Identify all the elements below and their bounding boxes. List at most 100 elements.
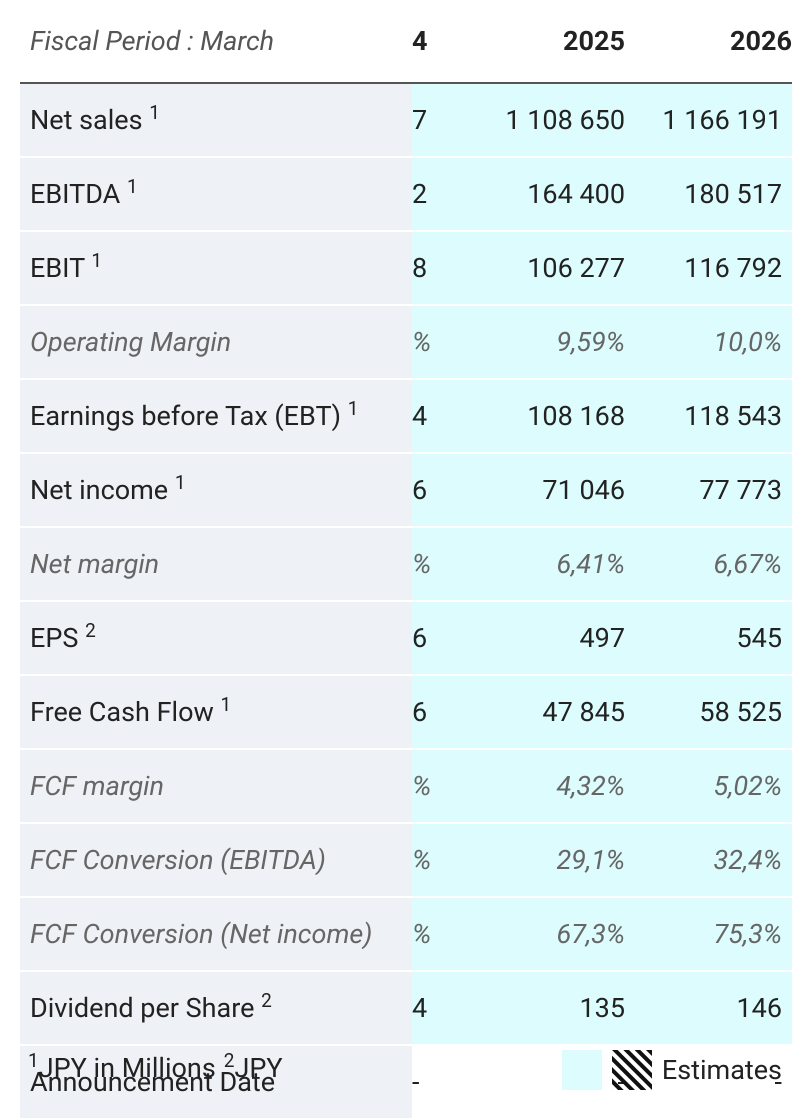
footnote-ref: 2 — [261, 989, 272, 1012]
footnote-ref: 1 — [347, 397, 359, 420]
label-text: EBITDA — [30, 178, 121, 210]
label-text: FCF Conversion (EBITDA) — [30, 844, 326, 876]
footnote-ref: 2 — [85, 619, 96, 642]
cell: 118 543 — [625, 379, 792, 454]
cell: 106 277 — [432, 231, 625, 306]
footnote-ref: 1 — [149, 101, 160, 124]
header-cell: 2026 — [625, 0, 792, 84]
label-text: Earnings before Tax (EBT) — [30, 400, 341, 432]
cell: 9,59% — [432, 305, 625, 380]
cell: 77 773 — [625, 453, 792, 528]
header-cell: Fiscal Period : March — [20, 0, 412, 84]
cell: 4,32% — [432, 749, 625, 824]
row-label: FCF margin — [20, 749, 412, 824]
footnote-mark: 1 — [28, 1049, 39, 1072]
cell: 6 — [412, 601, 432, 676]
footnote-ref: 1 — [127, 175, 138, 198]
footnote-text: JPY in Millions — [38, 1052, 216, 1084]
row-label: FCF Conversion (EBITDA) — [20, 823, 412, 898]
row: Announcement Date--- — [20, 1045, 792, 1120]
table: Fiscal Period : March 4 2025 2026 Net sales… — [20, 0, 792, 1120]
row-label: EBIT 1 — [20, 231, 412, 306]
footnote-ref: 1 — [220, 693, 232, 716]
footnote-ref: 1 — [174, 471, 186, 494]
row: Earnings before Tax (EBT) 1 4 108 168 118 5… — [20, 379, 792, 454]
row: FCF Conversion (EBITDA)% 29,1% 32,4% — [20, 823, 792, 898]
cell: 32,4% — [625, 823, 792, 898]
label-text: Free Cash Flow — [30, 696, 214, 728]
cell: 47 845 — [432, 675, 625, 750]
label-text: Announcement Date — [30, 1066, 276, 1098]
cell: 116 792 — [625, 231, 792, 306]
cell: 6 — [412, 453, 432, 528]
row-label: Dividend per Share 2 — [20, 971, 412, 1046]
row: FCF margin% 4,32% 5,02% — [20, 749, 792, 824]
label-text: Dividend per Share — [30, 992, 255, 1024]
cell: 108 168 — [432, 379, 625, 454]
row: EBITDA 1 2 164 400 180 517 — [20, 157, 792, 232]
cell: 135 — [432, 971, 625, 1046]
cell: 4 — [412, 379, 432, 454]
label-text: Net margin — [30, 548, 160, 580]
cell: 1 166 191 — [625, 83, 792, 158]
cell: 6,41% — [432, 527, 625, 602]
cell: 7 — [412, 83, 432, 158]
row-label: EPS 2 — [20, 601, 412, 676]
cell: 4 — [412, 971, 432, 1046]
row-label: Free Cash Flow 1 — [20, 675, 412, 750]
row-label: Operating Margin — [20, 305, 412, 380]
cell: % — [412, 823, 432, 898]
label-text: FCF Conversion (Net income) — [30, 918, 373, 950]
row-label: EBITDA 1 — [20, 157, 412, 232]
legend-label: Estimates — [661, 1054, 782, 1086]
label-text: FCF margin — [30, 770, 165, 802]
footnote: 2JPY — [224, 1051, 283, 1084]
row: Operating Margin% 9,59% 10,0% — [20, 305, 792, 380]
row-label: FCF Conversion (Net income) — [20, 897, 412, 972]
cell: 497 — [432, 601, 625, 676]
cell: - — [625, 1045, 792, 1120]
header-cell: 4 — [412, 0, 432, 84]
cell: 71 046 — [432, 453, 625, 528]
footer: 1JPY in Millions 2JPY Estimates — [20, 1040, 782, 1100]
cell: 58 525 — [625, 675, 792, 750]
footnote: 1JPY in Millions — [28, 1049, 216, 1084]
legend: Estimates — [561, 1050, 782, 1090]
cell: 67,3% — [432, 897, 625, 972]
row-label: Announcement Date — [20, 1045, 412, 1120]
row: EPS 2 6 497 545 — [20, 601, 792, 676]
header-cell: 2025 — [432, 0, 625, 84]
cell: 180 517 — [625, 157, 792, 232]
label-text: Net income — [30, 474, 169, 506]
row: FCF Conversion (Net income)% 67,3% 75,3% — [20, 897, 792, 972]
cell: 1 108 650 — [432, 83, 625, 158]
row-label: Earnings before Tax (EBT) 1 — [20, 379, 412, 454]
footnote-text: JPY — [234, 1052, 283, 1084]
footnotes: 1JPY in Millions 2JPY — [28, 1049, 283, 1084]
label-text: Net sales — [30, 104, 143, 136]
cell: % — [412, 749, 432, 824]
cell: 545 — [625, 601, 792, 676]
cell: % — [412, 527, 432, 602]
cell: 5,02% — [625, 749, 792, 824]
legend-swatch — [561, 1050, 602, 1090]
row: EBIT 1 8 106 277 116 792 — [20, 231, 792, 306]
cell: 6 — [412, 675, 432, 750]
cell: 75,3% — [625, 897, 792, 972]
cell: 6,67% — [625, 527, 792, 602]
cell: 8 — [412, 231, 432, 306]
label-text: EBIT — [30, 252, 85, 284]
cell: % — [412, 897, 432, 972]
label-text: Operating Margin — [30, 326, 232, 358]
cell: 146 — [625, 971, 792, 1046]
cell: 2 — [412, 157, 432, 232]
cell: 10,0% — [625, 305, 792, 380]
row-label: Net sales 1 — [20, 83, 412, 158]
row: Net income 1 6 71 046 77 773 — [20, 453, 792, 528]
row: Dividend per Share 2 4 135 146 — [20, 971, 792, 1046]
label-text: EPS — [30, 622, 79, 654]
table-wrap: Fiscal Period : March 4 2025 2026 Net sales… — [20, 0, 792, 1120]
